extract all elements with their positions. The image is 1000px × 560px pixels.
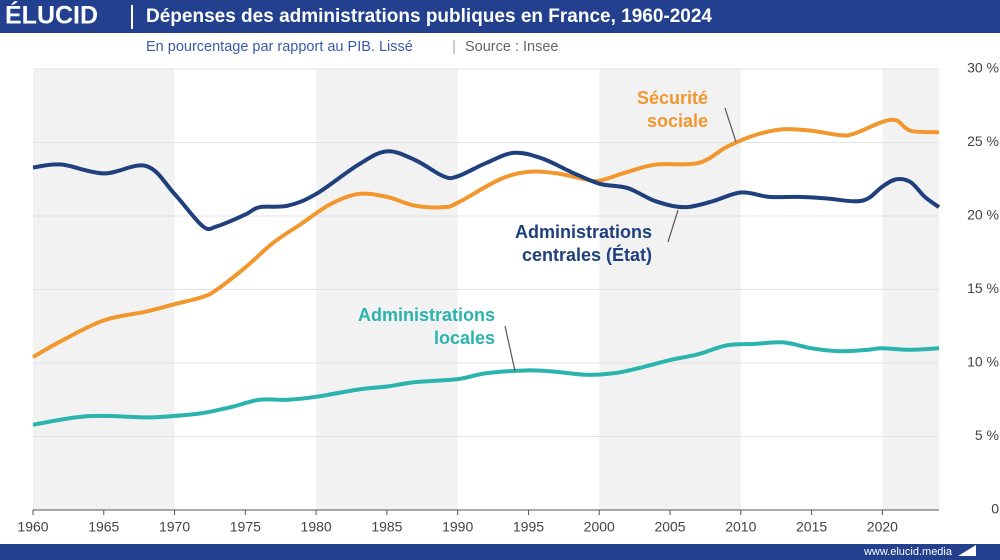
series-label: Administrations centrales (État): [515, 222, 652, 265]
logo: ÉLUCID: [5, 1, 98, 30]
x-tick-label: 1985: [371, 519, 402, 535]
y-tick-label: 20 %: [967, 207, 999, 223]
y-tick-label: 0: [991, 501, 999, 517]
subtitle: En pourcentage par rapport au PIB. Lissé: [146, 39, 413, 55]
x-tick-label: 2000: [584, 519, 615, 535]
x-tick-label: 2020: [867, 519, 898, 535]
x-tick-label: 2015: [796, 519, 827, 535]
y-tick-label: 15 %: [967, 280, 999, 296]
y-tick-label: 25 %: [967, 133, 999, 149]
x-tick-label: 2010: [725, 519, 756, 535]
series-line: [32, 340, 940, 427]
footer-icon: [958, 545, 976, 556]
footer-url: www.elucid.media: [863, 546, 953, 558]
source: Source : Insee: [465, 39, 559, 55]
x-tick-label: 1960: [17, 519, 48, 535]
y-tick-label: 10 %: [967, 354, 999, 370]
leader-line: [724, 107, 737, 143]
leader-line: [504, 325, 516, 372]
x-tick-label: 1995: [513, 519, 544, 535]
footer-bar: [0, 544, 1000, 560]
y-tick-label: 5 %: [975, 427, 999, 443]
y-tick-label: 30 %: [967, 60, 999, 76]
x-tick-label: 1990: [442, 519, 473, 535]
x-tick-label: 1975: [230, 519, 261, 535]
chart-title: Dépenses des administrations publiques e…: [146, 6, 712, 27]
series-line: [32, 149, 941, 232]
x-tick-label: 1970: [159, 519, 190, 535]
x-tick-label: 2005: [654, 519, 685, 535]
series-label: Sécurité sociale: [637, 88, 708, 131]
x-tick-label: 1980: [301, 519, 332, 535]
header-bar: [0, 0, 1000, 33]
x-tick-label: 1965: [88, 519, 119, 535]
series-line: [32, 117, 940, 359]
series-label: Administrations locales: [358, 305, 495, 348]
leader-line: [667, 209, 679, 243]
